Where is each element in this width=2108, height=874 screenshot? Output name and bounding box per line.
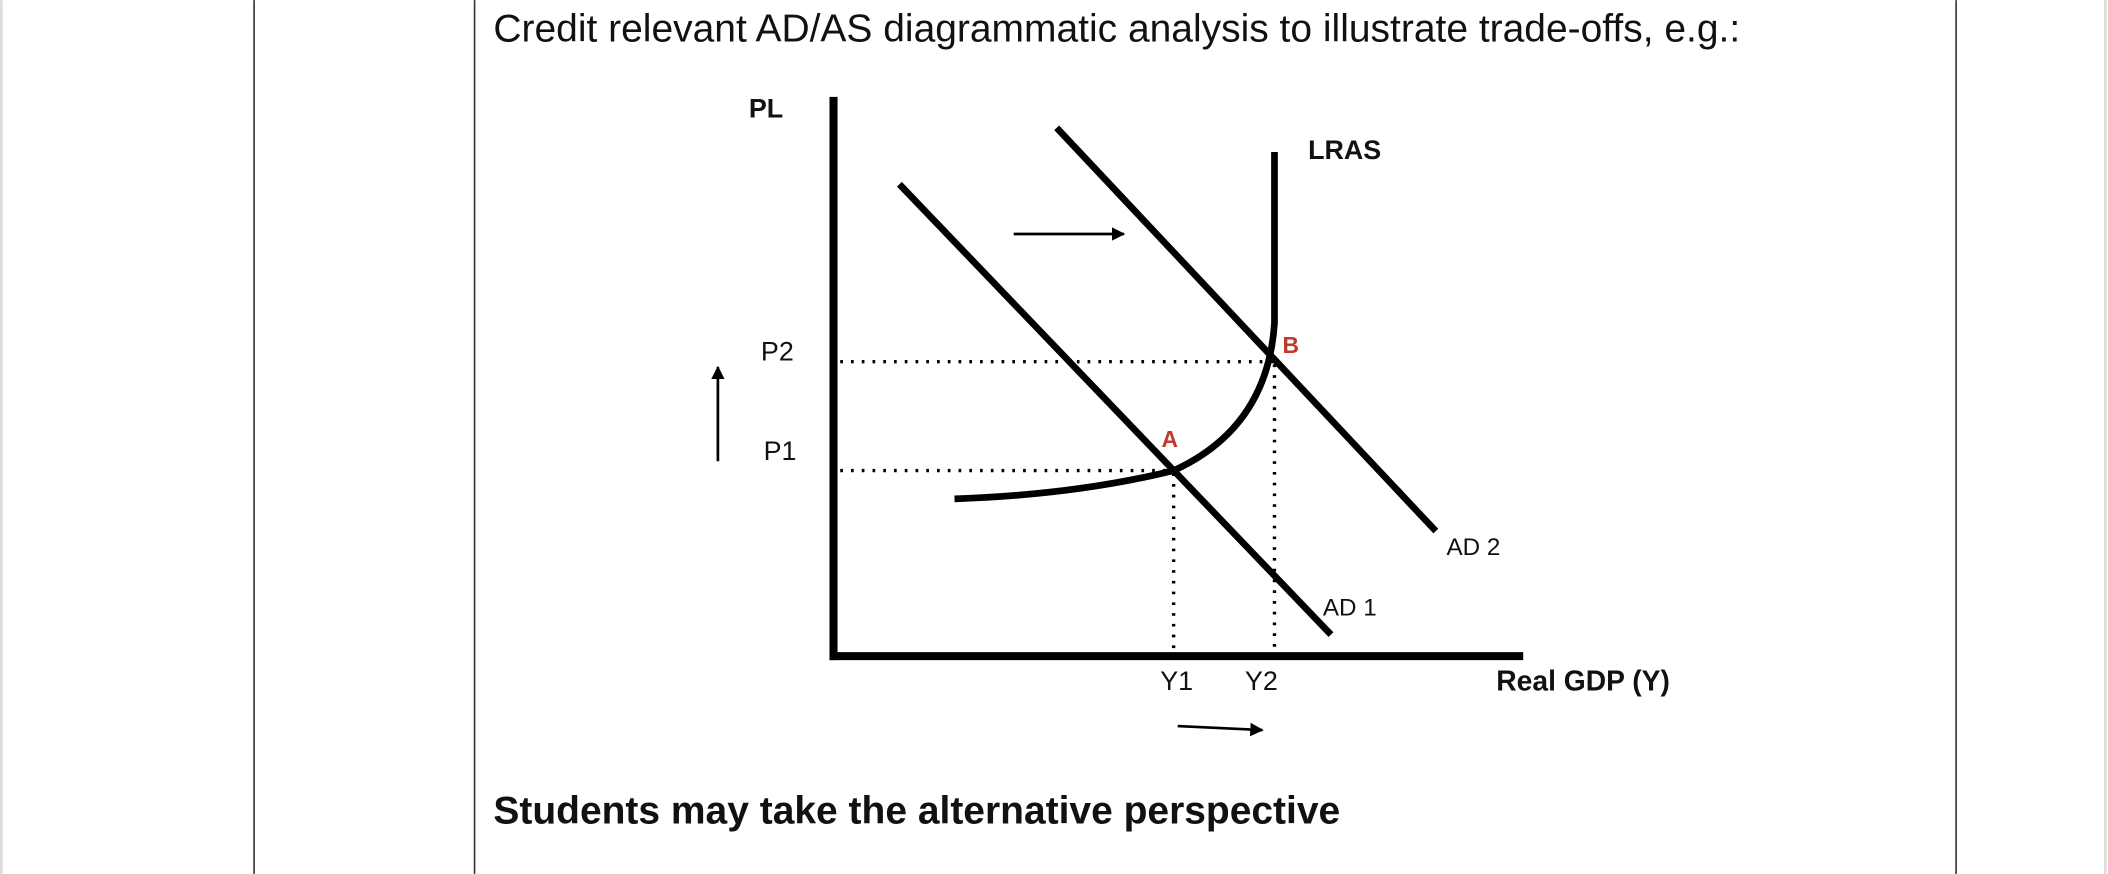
instruction: Credit relevant AD/AS diagrammatic analy… — [493, 7, 1740, 50]
guides — [840, 360, 1277, 653]
ad1-curve — [896, 181, 1334, 637]
ad2-label: AD 2 — [1447, 534, 1501, 561]
output-label: Y2 — [1245, 666, 1278, 696]
as-curve — [954, 151, 1278, 503]
point-label: A — [1162, 426, 1179, 452]
ad1-label: AD 1 — [1323, 594, 1377, 621]
y-axis-label: PL — [749, 93, 783, 123]
point-label: B — [1283, 332, 1300, 358]
ad2-curve — [1054, 125, 1439, 534]
lras-label: LRAS — [1308, 135, 1381, 165]
price-label: P1 — [764, 436, 797, 466]
x-axis-label: Real GDP (Y) — [1496, 664, 1670, 696]
footer-note: Students may take the alternative perspe… — [493, 790, 1340, 833]
ad-as-diagram: PL LRAS P2 P1 A B AD 2 AD 1 Y1 Y2 Real G… — [711, 93, 1670, 737]
output-label: Y1 — [1160, 666, 1193, 696]
output-arrow — [1177, 722, 1264, 737]
price-label: P2 — [761, 337, 794, 367]
